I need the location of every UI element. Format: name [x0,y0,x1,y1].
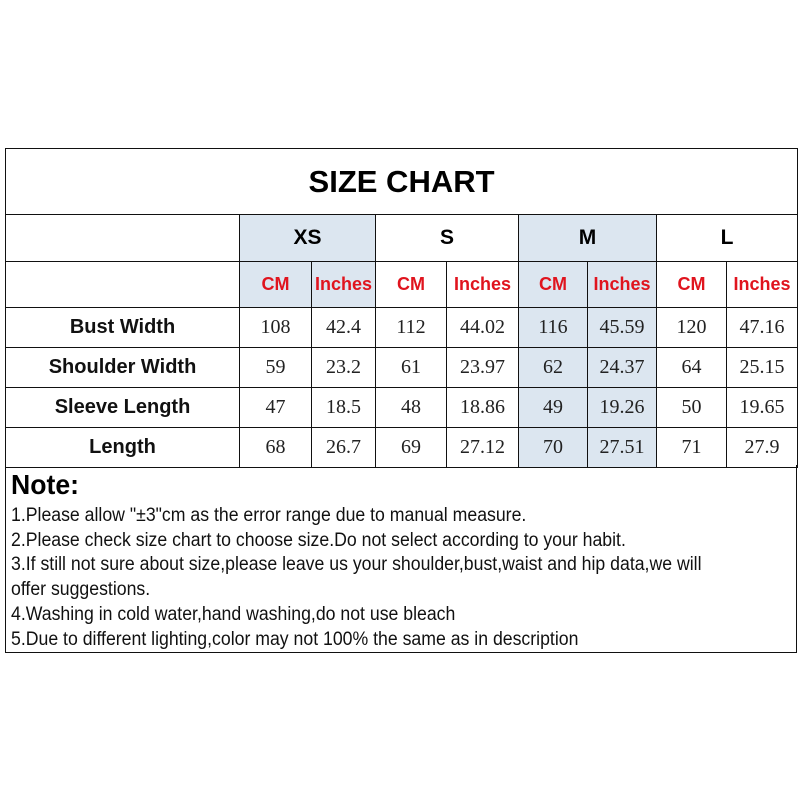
cell: 27.51 [587,427,657,468]
cell: 24.37 [587,347,657,388]
row-label: Length [5,427,240,468]
cell: 23.2 [311,347,376,388]
size-header-xs: XS [239,214,376,262]
unit-label-cell [5,261,240,308]
cell: 49 [518,387,588,428]
size-header-s: S [375,214,519,262]
cell: 50 [656,387,727,428]
table-row: Sleeve Length 47 18.5 48 18.86 49 19.26 50 1… [5,387,799,428]
table-row: Shoulder Width 59 23.2 61 23.97 62 24.37 64… [5,347,799,388]
unit-inches: Inches [587,261,657,308]
cell: 48 [375,387,447,428]
cell: 18.5 [311,387,376,428]
unit-inches: Inches [446,261,519,308]
cell: 62 [518,347,588,388]
table-row: Length 68 26.7 69 27.12 70 27.51 71 27.9 [5,427,799,468]
cell: 19.65 [725,387,799,428]
cell: 27.12 [446,427,519,468]
cell: 19.26 [587,387,657,428]
cell: 120 [656,307,727,348]
cell: 69 [375,427,447,468]
cell: 18.86 [446,387,519,428]
cell: 45.59 [587,307,657,348]
note-line: 4.Washing in cold water,hand washing,do … [11,604,456,625]
table-row: Bust Width 108 42.4 112 44.02 116 45.59 120… [5,307,799,348]
cell: 71 [656,427,727,468]
cell: 70 [518,427,588,468]
note-line: 3.If still not sure about size,please le… [11,554,702,575]
size-header-m: M [518,214,657,262]
cell: 64 [656,347,727,388]
note-line: offer suggestions. [11,579,151,600]
cell: 23.97 [446,347,519,388]
note-line: 2.Please check size chart to choose size… [11,530,626,551]
chart-title: SIZE CHART [4,148,799,215]
size-header-l: L [655,214,799,262]
note-box: Note: 1.Please allow "±3"cm as the error… [5,465,797,653]
cell: 59 [239,347,312,388]
cell: 27.9 [725,427,799,468]
cell: 108 [239,307,312,348]
cell: 47.16 [725,307,799,348]
row-label: Sleeve Length [5,387,240,428]
cell: 47 [239,387,312,428]
row-label: Bust Width [5,307,240,348]
unit-cm: CM [656,261,727,308]
cell: 112 [375,307,447,348]
note-line: 1.Please allow "±3"cm as the error range… [11,505,527,526]
cell: 61 [375,347,447,388]
cell: 116 [518,307,588,348]
note-title: Note: [11,469,79,500]
unit-cm: CM [239,261,312,308]
cell: 25.15 [725,347,799,388]
unit-inches: Inches [725,261,799,308]
row-label: Shoulder Width [5,347,240,388]
unit-cm: CM [518,261,588,308]
note-line: 5.Due to different lighting,color may no… [11,629,579,650]
cell: 26.7 [311,427,376,468]
corner-cell [5,214,240,262]
unit-inches: Inches [311,261,376,308]
size-chart-table: SIZE CHART XS S M L CM Inches CM Inches … [4,148,799,468]
cell: 68 [239,427,312,468]
cell: 42.4 [311,307,376,348]
cell: 44.02 [446,307,519,348]
unit-cm: CM [375,261,447,308]
